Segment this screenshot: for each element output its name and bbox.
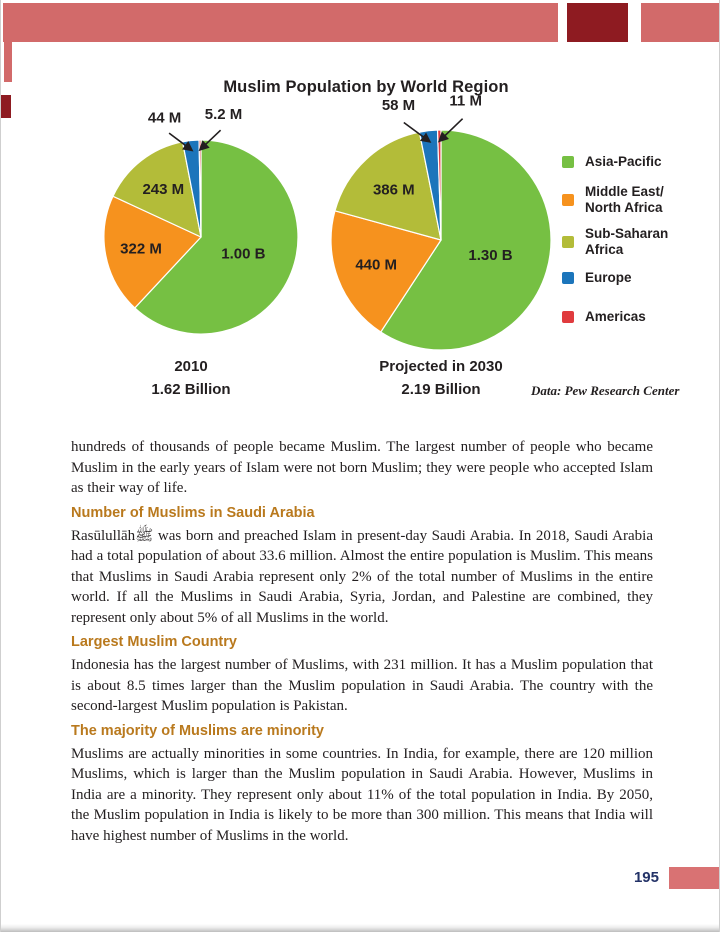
legend-label: Asia-Pacific — [585, 154, 662, 169]
legend-label: Sub-Saharan Africa — [585, 226, 669, 257]
section-body-minority: Muslims are actually minorities in some … — [71, 745, 653, 844]
page-number: 195 — [633, 869, 659, 886]
legend-label: Americas — [585, 309, 646, 324]
legend-item-middle-east-north-africa: Middle East/North Africa — [562, 184, 664, 215]
pie-slice-asia-pacific — [380, 129, 552, 351]
section-body-saudi-arabia: Rasūlullāhﷺ was born and preached Islam … — [71, 527, 653, 626]
slice-value-label: 386 M — [373, 181, 415, 198]
legend-label: Middle East/North Africa — [585, 184, 664, 215]
legend-label: Europe — [585, 270, 632, 285]
slice-value-label: 440 M — [355, 257, 397, 274]
top-band-right — [641, 3, 719, 42]
callout-arrow-americas — [198, 129, 222, 152]
page-bottom-edge — [1, 924, 719, 932]
chart-title: Muslim Population by World Region — [223, 78, 509, 96]
slice-value-label: 44 M — [148, 109, 181, 126]
slice-value-label: 322 M — [120, 241, 162, 258]
section-heading-largest-country: Largest Muslim Country — [71, 634, 237, 650]
legend-item-europe: Europe — [562, 270, 632, 286]
data-source-credit: Data: Pew Research Center — [531, 383, 680, 398]
legend-item-americas: Americas — [562, 309, 646, 325]
callout-arrow-europe — [403, 121, 432, 143]
pie-caption-total: 1.62 Billion — [151, 381, 231, 398]
pie-chart-2010: 1.00 B 322 M 243 M 44 M 5.2 M — [103, 106, 299, 335]
callout-arrow-europe — [168, 132, 194, 152]
footer-accent-bar — [669, 867, 719, 889]
section-heading-saudi-arabia: Number of Muslims in Saudi Arabia — [71, 504, 315, 521]
pie-caption-year: Projected in 2030 — [379, 358, 503, 375]
pie-slice-sub-saharan-africa — [112, 141, 202, 238]
pie-slice-americas — [198, 139, 202, 238]
callout-arrow-americas — [437, 118, 464, 143]
legend-swatch — [562, 193, 574, 206]
left-band-strip — [4, 42, 12, 82]
slice-value-label: 243 M — [142, 181, 184, 198]
pie-caption-2030: Projected in 2030 2.19 Billion — [331, 355, 551, 401]
pie-chart-2030: 1.30 B 440 M 386 M 58 M 11 M — [330, 92, 552, 351]
pie-slice-americas — [436, 129, 442, 241]
pie-slice-asia-pacific — [134, 139, 299, 335]
top-band-dark-square — [567, 3, 628, 42]
left-band-dark-block — [1, 95, 11, 118]
pie-caption-total: 2.19 Billion — [401, 381, 481, 398]
legend-swatch — [562, 235, 574, 248]
slice-value-label: 1.00 B — [221, 246, 265, 263]
legend-swatch — [562, 310, 574, 323]
section-heading-minority: The majority of Muslims are minority — [71, 722, 324, 739]
legend-swatch — [562, 155, 574, 168]
intro-paragraph: hundreds of thousands of people became M… — [71, 439, 653, 496]
slice-value-label: 1.30 B — [468, 247, 512, 264]
article-text: hundreds of thousands of people became M… — [71, 437, 653, 852]
slice-value-label: 5.2 M — [205, 106, 243, 123]
pie-slice-middle-east-north-africa — [330, 210, 442, 333]
legend-swatch — [562, 271, 574, 284]
pie-slice-middle-east-north-africa — [103, 195, 202, 309]
legend-item-asia-pacific: Asia-Pacific — [562, 154, 662, 170]
pie-caption-year: 2010 — [174, 358, 208, 375]
slice-value-label: 58 M — [382, 97, 415, 114]
slice-value-label: 11 M — [449, 92, 482, 109]
legend-item-sub-saharan-africa: Sub-Saharan Africa — [562, 226, 668, 257]
top-band-main — [3, 3, 558, 42]
pie-slice-sub-saharan-africa — [334, 131, 442, 241]
pie-caption-2010: 2010 1.62 Billion — [81, 355, 301, 401]
section-body-largest-country: Indonesia has the largest number of Musl… — [71, 657, 653, 714]
chart-legend: Asia-Pacific Middle East/North Africa Sub-… — [562, 0, 712, 340]
